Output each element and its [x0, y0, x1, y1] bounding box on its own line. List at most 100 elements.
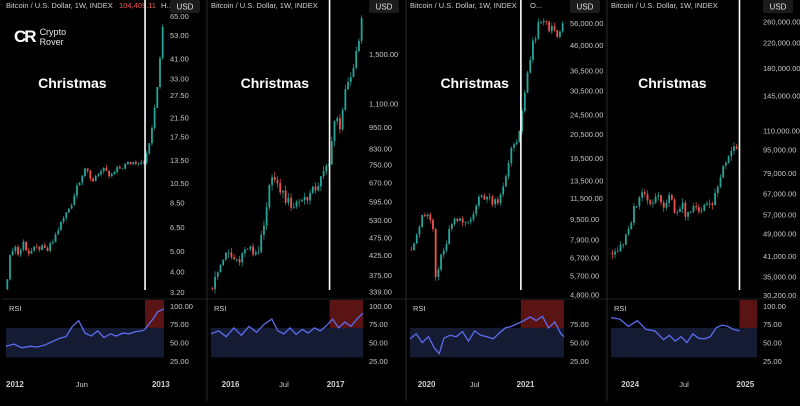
- x-tick-label: Jun: [76, 380, 88, 389]
- candle-body: [62, 218, 65, 222]
- candle-body: [153, 107, 156, 128]
- candle-body: [65, 212, 68, 219]
- y-tick-label: 830.00: [369, 144, 392, 153]
- candle-body: [233, 257, 235, 260]
- candle-body: [320, 176, 322, 187]
- candle-body: [325, 165, 328, 172]
- candle-body: [292, 206, 295, 208]
- candle-body: [73, 195, 76, 206]
- candle-body: [9, 254, 11, 280]
- candle-body: [523, 92, 526, 112]
- candle-body: [59, 221, 62, 231]
- candle-body: [643, 192, 646, 195]
- candle-body: [716, 186, 719, 193]
- candle-body: [662, 202, 665, 208]
- candle-body: [450, 224, 453, 229]
- rsi-tick-label: 100.00: [369, 302, 392, 311]
- candle-body: [559, 31, 561, 37]
- y-tick-label: 5,700.00: [570, 272, 599, 281]
- candle-body: [43, 245, 46, 248]
- chart-header-title: Bitcoin / U.S. Dollar, 1W, INDEX: [611, 1, 718, 10]
- candle-body: [108, 170, 111, 177]
- rsi-tick-label: 25.00: [369, 357, 388, 366]
- candle-body: [252, 246, 254, 255]
- candle-body: [733, 146, 735, 151]
- candle-body: [515, 142, 518, 145]
- candle-body: [635, 205, 638, 207]
- candle-body: [727, 156, 730, 163]
- rsi-label: RSI: [413, 304, 426, 313]
- rsi-label: RSI: [614, 304, 627, 313]
- rsi-tick-label: 50.00: [763, 339, 782, 348]
- candle-body: [537, 22, 540, 40]
- candle-body: [161, 26, 164, 59]
- currency-label: USD: [376, 3, 393, 12]
- candle-body: [711, 203, 714, 206]
- candle-body: [27, 250, 30, 254]
- rsi-tick-label: 50.00: [170, 339, 189, 348]
- candle-body: [616, 251, 619, 253]
- candle-body: [81, 175, 84, 183]
- candle-body: [295, 201, 298, 207]
- candle-body: [14, 246, 17, 251]
- logo-line-1: Crypto: [39, 27, 67, 37]
- candle-body: [235, 259, 238, 261]
- candle-body: [336, 118, 339, 122]
- candle-body: [467, 221, 469, 223]
- candle-body: [700, 210, 703, 212]
- christmas-annotation: Christmas: [440, 75, 509, 91]
- candle-body: [529, 59, 532, 73]
- candle-body: [282, 190, 284, 193]
- x-tick-label: 2024: [621, 380, 639, 389]
- chart-header-suffix: O...: [530, 1, 542, 10]
- candle-body: [496, 199, 499, 204]
- candle-body: [521, 111, 524, 132]
- candle-body: [619, 244, 622, 252]
- rsi-overbought-zone: [145, 300, 164, 328]
- candle-body: [513, 144, 515, 148]
- candle-body: [660, 195, 662, 203]
- candle-body: [311, 186, 314, 193]
- candle-body: [415, 234, 418, 244]
- x-tick-label: Jul: [279, 380, 289, 389]
- candle-body: [35, 246, 38, 248]
- y-tick-label: 145,000.00: [763, 92, 800, 101]
- y-tick-label: 53.00: [170, 31, 189, 40]
- candle-body: [627, 229, 630, 235]
- y-tick-label: 5.00: [170, 247, 185, 256]
- candle-body: [673, 199, 676, 213]
- y-tick-label: 339.00: [369, 287, 392, 296]
- candle-body: [19, 249, 22, 255]
- y-tick-label: 375.00: [369, 271, 392, 280]
- candle-body: [472, 213, 475, 220]
- candle-body: [440, 254, 442, 270]
- candle-body: [126, 161, 129, 164]
- candle-body: [227, 252, 230, 254]
- candle-body: [273, 177, 276, 181]
- candle-body: [703, 204, 706, 211]
- candle-body: [216, 272, 219, 277]
- candle-body: [41, 245, 44, 251]
- candle-body: [279, 183, 282, 193]
- y-tick-label: 475.00: [369, 233, 392, 242]
- candle-body: [222, 259, 225, 266]
- rsi-tick-label: 25.00: [570, 357, 589, 366]
- rsi-tick-label: 75.00: [170, 320, 189, 329]
- y-tick-label: 3.20: [170, 288, 185, 297]
- rsi-band: [611, 327, 757, 358]
- y-tick-label: 30,200.00: [763, 291, 796, 300]
- rsi-tick-label: 75.00: [369, 320, 388, 329]
- chart-header-title: Bitcoin / U.S. Dollar, 1W, INDEX: [211, 1, 318, 10]
- rsi-band: [410, 327, 564, 358]
- candle-body: [116, 167, 119, 172]
- rsi-tick-label: 75.00: [763, 320, 782, 329]
- candle-body: [687, 212, 689, 217]
- candle-body: [534, 39, 537, 41]
- candle-body: [730, 150, 733, 157]
- rsi-line: [409, 315, 565, 355]
- candle-body: [614, 251, 616, 255]
- currency-label: USD: [577, 3, 594, 12]
- y-tick-label: 13,500.00: [570, 176, 603, 185]
- candle-body: [652, 202, 654, 204]
- candle-body: [633, 206, 635, 223]
